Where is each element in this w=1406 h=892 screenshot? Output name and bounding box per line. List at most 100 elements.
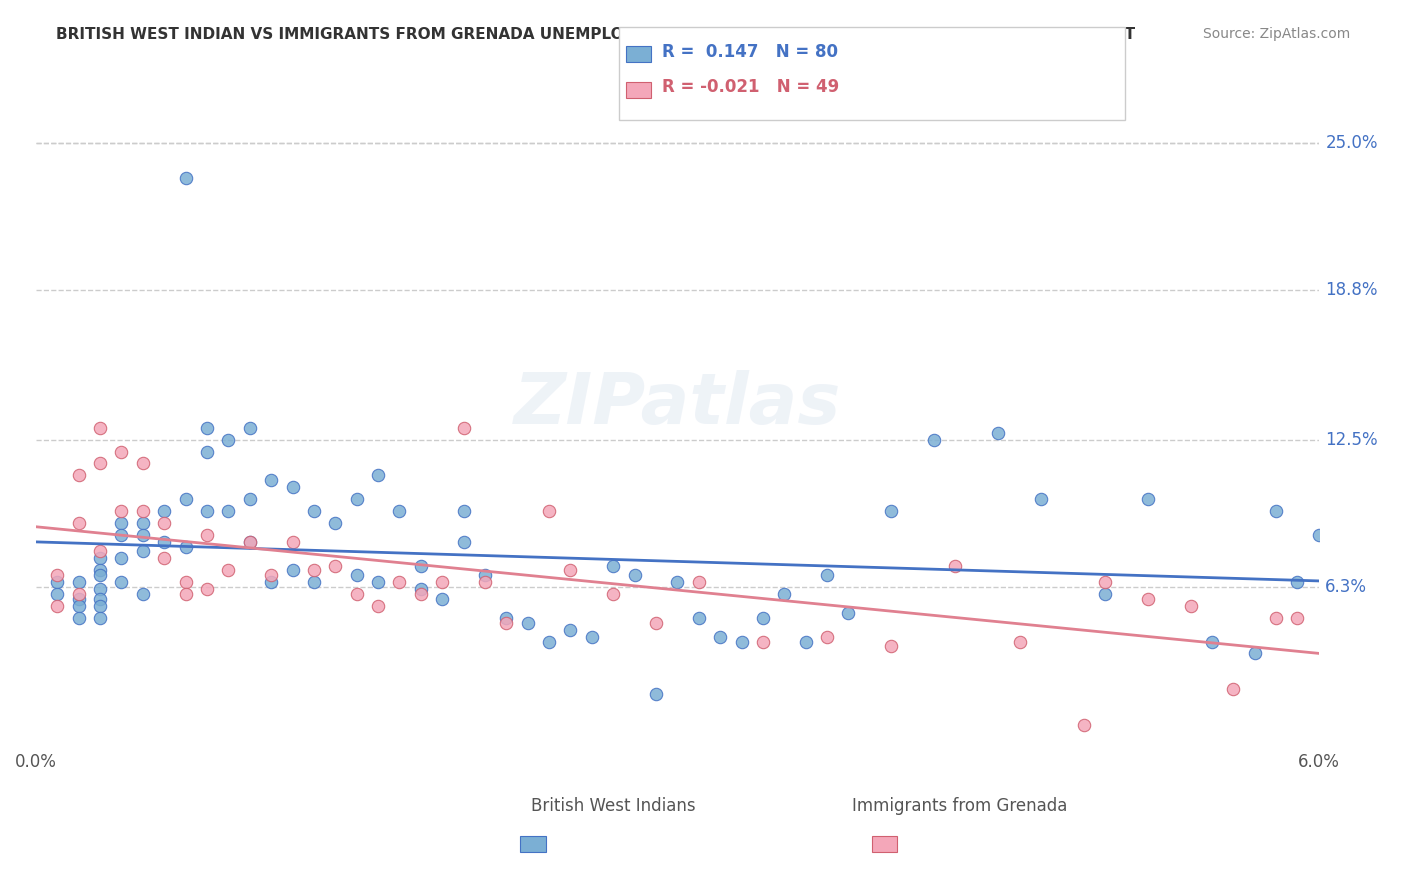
Point [602,558,624,573]
Point [281,480,304,494]
Point [89,457,111,471]
Point [260,473,283,487]
Point [773,587,796,601]
Point [1180,599,1202,613]
Point [688,575,710,590]
Point [474,575,496,590]
Point [174,491,197,506]
Point [367,575,389,590]
Point [67,599,90,613]
Point [432,591,454,606]
Point [195,421,218,435]
Point [67,611,90,625]
Text: 6.3%: 6.3% [1326,578,1367,596]
Point [302,575,325,590]
Point [538,634,561,648]
Point [89,563,111,577]
Point [602,587,624,601]
Point [67,587,90,601]
Point [174,171,197,186]
Point [153,504,176,518]
Point [89,568,111,582]
Point [495,611,517,625]
Point [132,527,155,541]
Point [432,575,454,590]
Point [217,504,239,518]
Point [281,534,304,549]
Point [453,534,475,549]
Point [495,615,517,630]
Point [132,516,155,530]
Point [110,551,132,566]
Point [1265,611,1288,625]
Point [89,611,111,625]
Point [474,568,496,582]
Point [110,527,132,541]
Point [709,630,731,644]
Point [89,551,111,566]
Point [409,587,432,601]
Point [794,634,817,648]
Point [943,558,966,573]
Text: Source: ZipAtlas.com: Source: ZipAtlas.com [1202,27,1350,41]
Point [174,587,197,601]
Point [880,504,903,518]
Point [46,568,69,582]
Point [239,534,262,549]
Point [645,687,668,701]
Point [346,491,368,506]
Point [110,516,132,530]
Point [987,425,1010,440]
Text: 18.8%: 18.8% [1326,281,1378,299]
Point [645,615,668,630]
Point [174,575,197,590]
Point [89,582,111,597]
Point [110,575,132,590]
Point [367,599,389,613]
Point [367,468,389,483]
Point [1286,575,1309,590]
Point [409,582,432,597]
Point [1029,491,1052,506]
Point [1136,491,1159,506]
Point [922,433,945,447]
Point [153,551,176,566]
Point [346,587,368,601]
Text: BRITISH WEST INDIAN VS IMMIGRANTS FROM GRENADA UNEMPLOYMENT AMONG AGES 45 TO 54 : BRITISH WEST INDIAN VS IMMIGRANTS FROM G… [56,27,1136,42]
Point [217,563,239,577]
Point [89,421,111,435]
Text: 12.5%: 12.5% [1326,431,1378,449]
Text: R = -0.021   N = 49: R = -0.021 N = 49 [662,78,839,96]
Point [323,558,346,573]
Point [730,634,752,648]
Point [388,504,411,518]
Point [538,504,561,518]
Point [195,527,218,541]
Point [67,575,90,590]
Point [1201,634,1223,648]
Point [666,575,689,590]
Point [880,640,903,654]
Text: R =  0.147   N = 80: R = 0.147 N = 80 [662,43,838,61]
Point [1094,575,1116,590]
Point [560,563,582,577]
Point [67,591,90,606]
Point [132,457,155,471]
Point [195,504,218,518]
Point [132,544,155,558]
Point [1136,591,1159,606]
Point [346,568,368,582]
Point [1265,504,1288,518]
Point [132,587,155,601]
Point [89,544,111,558]
Point [239,534,262,549]
Point [1073,717,1095,731]
Point [217,433,239,447]
Point [239,421,262,435]
Point [1308,527,1330,541]
Point [239,491,262,506]
Point [153,534,176,549]
Point [89,591,111,606]
Point [623,568,645,582]
Point [409,558,432,573]
